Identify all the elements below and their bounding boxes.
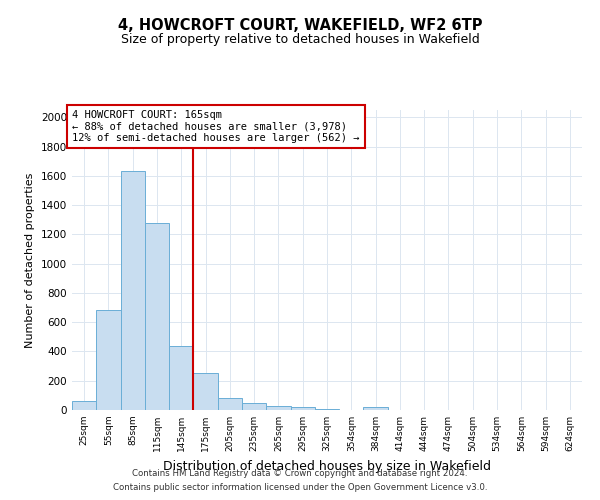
Bar <box>169 346 193 410</box>
Text: 4 HOWCROFT COURT: 165sqm
← 88% of detached houses are smaller (3,978)
12% of sem: 4 HOWCROFT COURT: 165sqm ← 88% of detach… <box>72 110 359 143</box>
Y-axis label: Number of detached properties: Number of detached properties <box>25 172 35 348</box>
Bar <box>266 406 290 410</box>
X-axis label: Distribution of detached houses by size in Wakefield: Distribution of detached houses by size … <box>163 460 491 472</box>
Bar <box>72 401 96 410</box>
Bar <box>96 310 121 410</box>
Text: 4, HOWCROFT COURT, WAKEFIELD, WF2 6TP: 4, HOWCROFT COURT, WAKEFIELD, WF2 6TP <box>118 18 482 32</box>
Bar <box>364 407 388 410</box>
Bar <box>193 374 218 410</box>
Bar <box>218 398 242 410</box>
Text: Contains HM Land Registry data © Crown copyright and database right 2024.: Contains HM Land Registry data © Crown c… <box>132 468 468 477</box>
Bar <box>121 172 145 410</box>
Text: Contains public sector information licensed under the Open Government Licence v3: Contains public sector information licen… <box>113 484 487 492</box>
Bar <box>145 222 169 410</box>
Bar <box>315 408 339 410</box>
Bar <box>290 407 315 410</box>
Text: Size of property relative to detached houses in Wakefield: Size of property relative to detached ho… <box>121 32 479 46</box>
Bar <box>242 404 266 410</box>
